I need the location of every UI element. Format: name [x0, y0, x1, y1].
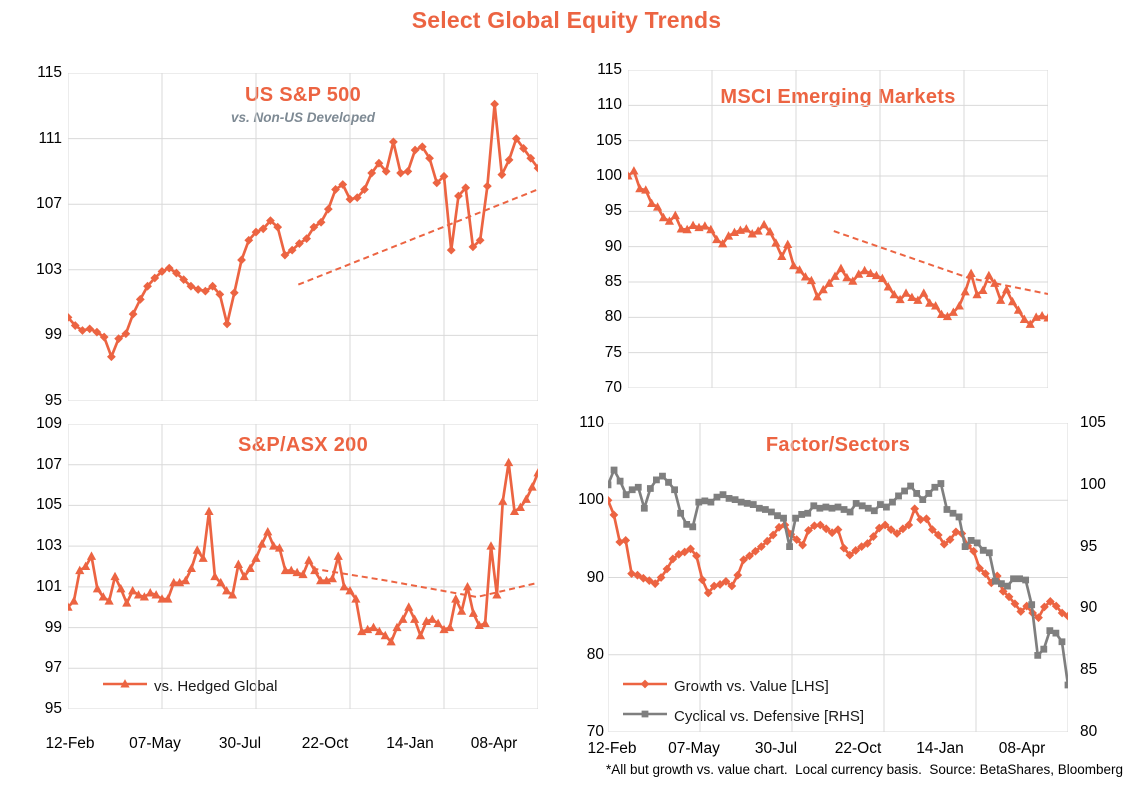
y-axis-tick-label: 99	[44, 326, 62, 344]
x-axis-tick-label: 08-Apr	[470, 735, 518, 752]
y-axis-tick-label: 80	[586, 645, 604, 663]
series-line-triangle	[628, 169, 1048, 326]
x-axis-tick-label: 07-May	[129, 735, 181, 752]
series-markers-diamond	[608, 495, 1068, 623]
y-axis-tick-label: 99	[44, 618, 62, 636]
legend-cyclical-vs-defensive: Cyclical vs. Defensive [RHS]	[622, 706, 864, 726]
plot-area-msci-em	[628, 70, 1048, 388]
y-axis-tick-label: 95	[604, 202, 622, 220]
chart-title-factor-sectors: Factor/Sectors	[765, 434, 911, 456]
y-axis-right-tick-label: 95	[1080, 537, 1098, 555]
x-axis-tick-label: 07-May	[668, 740, 720, 757]
trendline	[833, 230, 1048, 295]
gridlines	[68, 424, 538, 709]
legend-line-square-icon	[622, 706, 668, 726]
y-axis-tick-label: 95	[44, 700, 62, 717]
y-axis-tick-label: 107	[36, 195, 62, 213]
source-footnote: *All but growth vs. value chart. Local c…	[605, 762, 1123, 777]
trendline	[312, 567, 538, 599]
y-axis-tick-label: 90	[586, 568, 604, 586]
y-axis-right-tick-label: 85	[1080, 661, 1098, 679]
x-axis-tick-label: 14-Jan	[386, 735, 434, 752]
plot-area-us-sp500	[68, 73, 538, 401]
y-axis-tick-label: 115	[37, 64, 62, 81]
y-axis-tick-label: 103	[36, 537, 62, 555]
y-axis-right-tick-label: 105	[1080, 414, 1106, 431]
legend-growth-vs-value: Growth vs. Value [LHS]	[622, 676, 829, 696]
y-axis-tick-label: 107	[36, 455, 62, 473]
x-axis-tick-label: 22-Oct	[301, 735, 349, 752]
chart-title-asx-200: S&P/ASX 200	[237, 434, 369, 456]
y-axis-tick-label: 70	[586, 723, 604, 740]
legend-asx: vs. Hedged Global	[102, 676, 277, 696]
gridlines	[68, 73, 538, 401]
legend-label: Growth vs. Value [LHS]	[674, 677, 829, 695]
x-axis-tick-label: 22-Oct	[834, 740, 882, 757]
y-axis-tick-label: 95	[44, 392, 62, 409]
x-axis-tick-label: 14-Jan	[916, 740, 964, 757]
legend-label: Cyclical vs. Defensive [RHS]	[674, 707, 865, 725]
y-axis-tick-label: 105	[36, 496, 62, 514]
y-axis-tick-label: 105	[596, 131, 622, 149]
gridlines	[608, 423, 1068, 732]
chart-title-msci-em: MSCI Emerging Markets	[720, 86, 956, 108]
y-axis-right-tick-label: 100	[1080, 475, 1106, 493]
y-axis-tick-label: 100	[578, 491, 604, 509]
y-axis-right-tick-label: 80	[1080, 723, 1098, 740]
x-axis-tick-label: 12-Feb	[587, 740, 637, 757]
series-line-diamond	[68, 102, 538, 359]
y-axis-tick-label: 97	[44, 659, 62, 677]
x-axis-tick-label: 30-Jul	[754, 740, 798, 757]
x-axis-tick-label: 30-Jul	[218, 735, 262, 752]
gridlines	[628, 70, 1048, 388]
trendline	[297, 188, 538, 286]
series-line-triangle	[68, 461, 538, 644]
legend-label: vs. Hedged Global	[154, 677, 278, 695]
y-axis-tick-label: 75	[604, 343, 622, 361]
y-axis-tick-label: 80	[604, 308, 622, 326]
plot-area-asx-200	[68, 424, 538, 709]
legend-line-triangle-icon	[102, 676, 148, 696]
y-axis-tick-label: 111	[38, 129, 62, 147]
series-markers-triangle	[68, 457, 538, 646]
x-axis-tick-label: 12-Feb	[45, 735, 95, 752]
y-axis-tick-label: 90	[604, 237, 622, 255]
y-axis-tick-label: 109	[36, 415, 62, 432]
y-axis-tick-label: 110	[597, 96, 622, 114]
chart-subtitle-us-sp500: vs. Non-US Developed	[230, 110, 376, 125]
chart-title-us-sp500: US S&P 500	[244, 84, 362, 106]
plot-area-factor-sectors	[608, 423, 1068, 732]
y-axis-tick-label: 101	[36, 577, 62, 595]
x-axis-tick-label: 08-Apr	[998, 740, 1046, 757]
y-axis-tick-label: 70	[604, 379, 622, 396]
y-axis-tick-label: 103	[36, 260, 62, 278]
legend-line-diamond-icon	[622, 676, 668, 696]
y-axis-right-tick-label: 90	[1080, 599, 1098, 617]
y-axis-tick-label: 110	[579, 414, 604, 431]
y-axis-tick-label: 85	[604, 273, 622, 290]
page-title: Select Global Equity Trends	[411, 7, 722, 33]
y-axis-tick-label: 115	[597, 61, 622, 78]
y-axis-tick-label: 100	[596, 167, 622, 184]
